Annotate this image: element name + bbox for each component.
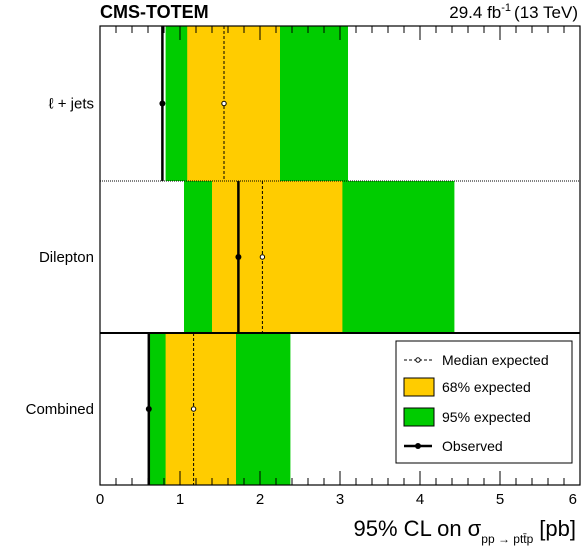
legend-label-observed: Observed (442, 438, 503, 454)
x-tick-label-3: 3 (336, 491, 344, 508)
legend-label-median: Median expected (442, 352, 549, 368)
category-label-2: Combined (26, 401, 94, 418)
legend-68-swatch-icon (403, 377, 435, 397)
legend: Median expected 68% expected 95% expecte… (395, 340, 573, 464)
x-tick-label-5: 5 (496, 491, 504, 508)
x-tick-label-4: 4 (416, 491, 424, 508)
x-tick-label-2: 2 (256, 491, 264, 508)
x-tick-label-0: 0 (96, 491, 104, 508)
legend-entry-68: 68% expected (403, 377, 531, 397)
band-68-1 (212, 181, 343, 333)
observed-marker-2 (145, 406, 152, 412)
band-layer (148, 26, 455, 485)
legend-entry-observed: Observed (404, 438, 503, 454)
lumi-exponent: -1 (501, 2, 511, 14)
x-axis-title-unit: [pb] (539, 516, 576, 541)
lumi-value: 29.4 fb (449, 3, 501, 22)
observed-marker-0 (159, 100, 166, 107)
legend-entry-95: 95% expected (403, 407, 531, 427)
median-marker-2 (190, 406, 197, 412)
experiment-label: CMS-TOTEM (100, 2, 209, 22)
lumi-energy: (13 TeV) (514, 3, 578, 22)
legend-box (395, 340, 573, 464)
category-label-1: Dilepton (39, 249, 94, 266)
category-labels: ℓ + jets Dilepton Combined (26, 96, 94, 419)
median-marker-0 (221, 100, 227, 107)
legend-entry-median: Median expected (404, 352, 549, 368)
x-axis-title-sub: pp → ptt̄p (481, 532, 533, 546)
band-68-2 (165, 333, 236, 485)
x-axis: 0 1 2 3 4 5 6 (96, 26, 581, 508)
median-marker-1 (259, 254, 266, 260)
x-tick-label-1: 1 (176, 491, 184, 508)
x-tick-label-6: 6 (569, 491, 577, 508)
x-axis-title-main: 95% CL on σ (354, 516, 482, 541)
line-layer (145, 26, 266, 485)
legend-median-marker-icon (415, 357, 421, 363)
legend-label-95: 95% expected (442, 409, 531, 425)
observed-marker-1 (235, 254, 242, 260)
category-label-0: ℓ + jets (49, 96, 94, 113)
x-axis-title: 95% CL on σpp → ptt̄p [pb] (354, 516, 576, 546)
band-68-0 (187, 26, 280, 181)
legend-label-68: 68% expected (442, 379, 531, 395)
legend-observed-marker-icon (415, 443, 421, 449)
legend-95-swatch-icon (403, 407, 435, 427)
luminosity-label: 29.4 fb-1 (13 TeV) (449, 2, 578, 22)
